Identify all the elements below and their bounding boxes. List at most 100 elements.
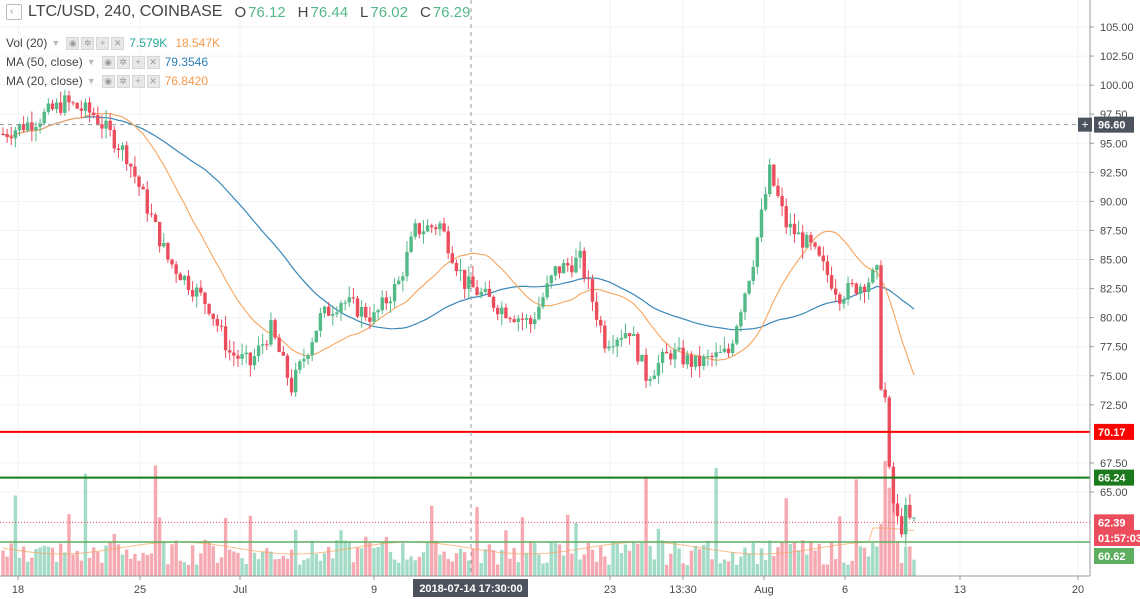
candle-body — [442, 223, 446, 232]
more-icon[interactable]: + — [131, 55, 145, 69]
volume-bar — [162, 541, 166, 576]
candle-body — [619, 337, 624, 340]
volume-bar — [244, 564, 248, 576]
more-icon[interactable]: + — [131, 74, 145, 88]
candle-body — [248, 352, 253, 366]
volume-bar — [302, 559, 306, 576]
volume-bar — [83, 473, 88, 576]
candle-body — [405, 251, 409, 277]
time-tick-label: 18 — [12, 584, 24, 596]
eye-icon[interactable]: ◉ — [101, 55, 115, 69]
candle-body — [673, 349, 677, 360]
close-icon[interactable]: ✕ — [146, 74, 160, 88]
candle-body — [566, 263, 570, 266]
close-icon[interactable]: ✕ — [111, 36, 125, 50]
resistance-price-label[interactable]: 70.17 — [1094, 423, 1134, 440]
chevron-down-icon[interactable]: ▼ — [51, 38, 61, 48]
volume-bar — [104, 545, 108, 576]
chevron-down-icon[interactable]: ▼ — [86, 57, 96, 67]
candle-body — [166, 242, 170, 260]
candle-body — [854, 283, 858, 294]
time-tick-label: 13:30 — [669, 584, 697, 596]
candle-body — [21, 124, 26, 131]
settings-icon[interactable]: ✲ — [81, 36, 95, 50]
volume-bar — [380, 542, 384, 576]
settings-icon[interactable]: ✲ — [116, 55, 130, 69]
volume-bar — [541, 563, 545, 576]
volume-bar — [586, 543, 591, 576]
volume-bar — [129, 558, 133, 576]
last-price-label-text: 62.39 — [1098, 517, 1126, 529]
candle-body — [339, 303, 343, 313]
candle-body — [788, 223, 793, 228]
candle-body — [392, 284, 397, 302]
countdown-label[interactable]: 01:57:03 — [1094, 530, 1140, 546]
candle-body — [182, 275, 187, 281]
candle-body — [743, 293, 747, 313]
volume-bar — [471, 548, 475, 576]
candle-body — [730, 343, 735, 354]
candle-body — [623, 333, 628, 338]
eye-icon[interactable]: ◉ — [66, 36, 80, 50]
price-tick-label: 92.50 — [1100, 167, 1128, 179]
candle-body — [178, 273, 182, 281]
candle-body — [611, 346, 615, 348]
volume-bar — [13, 495, 18, 576]
indicator-ma20-label: MA (20, close) — [6, 74, 83, 88]
candle-body — [537, 306, 541, 320]
volume-bar — [660, 540, 665, 576]
candle-body — [186, 275, 191, 291]
candle-body — [91, 112, 96, 116]
volume-bar — [483, 549, 487, 576]
support-price-label[interactable]: 66.24 — [1094, 469, 1134, 486]
indicator-ma50[interactable]: MA (50, close) ▼ ◉ ✲ + ✕ 79.3546 — [6, 53, 208, 71]
volume-bar — [5, 556, 9, 576]
candle-body — [277, 337, 281, 352]
volume-bar — [186, 564, 191, 576]
volume-bar — [553, 543, 558, 576]
candle-body — [582, 250, 586, 279]
candle-body — [599, 319, 603, 326]
candle-body — [157, 221, 162, 247]
close-icon[interactable]: ✕ — [146, 55, 160, 69]
settings-icon[interactable]: ✲ — [116, 74, 130, 88]
volume-bar — [838, 516, 842, 576]
volume-bar — [895, 541, 900, 576]
candle-body — [759, 209, 764, 238]
candle-body — [866, 282, 871, 292]
candle-body — [318, 313, 323, 331]
crosshair-price-label[interactable]: 96.60 — [1094, 116, 1134, 133]
last-price-label[interactable]: 62.39 — [1094, 514, 1134, 531]
volume-line-label[interactable]: 60.62 — [1094, 548, 1134, 564]
price-tick-label: 85.00 — [1100, 255, 1128, 267]
indicator-vol[interactable]: Vol (20) ▼ ◉ ✲ + ✕ 7.579K 18.547K — [6, 34, 220, 52]
candle-body — [467, 276, 471, 289]
volume-bar — [788, 543, 793, 576]
indicator-ma20[interactable]: MA (20, close) ▼ ◉ ✲ + ✕ 76.8420 — [6, 72, 208, 90]
volume-bar — [438, 554, 442, 576]
volume-bar — [784, 498, 788, 576]
candle-body — [763, 194, 768, 210]
collapse-icon[interactable]: ‹ — [6, 4, 22, 20]
candle-body — [273, 320, 277, 338]
volume-bar — [306, 558, 310, 576]
volume-bar — [722, 559, 727, 576]
volume-bar — [256, 559, 261, 576]
volume-bar — [190, 545, 195, 576]
candle-body — [685, 354, 689, 365]
candle-body — [430, 225, 434, 228]
chevron-down-icon[interactable]: ▼ — [86, 76, 96, 86]
volume-bar — [899, 562, 904, 576]
candle-body — [735, 326, 739, 344]
candle-body — [471, 276, 475, 288]
candle-body — [116, 148, 121, 151]
more-icon[interactable]: + — [96, 36, 110, 50]
candle-body — [813, 242, 817, 247]
volume-bar — [908, 546, 912, 576]
candle-body — [677, 347, 681, 350]
eye-icon[interactable]: ◉ — [101, 74, 115, 88]
add-alert-icon[interactable]: + — [1078, 118, 1092, 132]
volume-bar — [603, 556, 607, 576]
volume-bar — [310, 540, 314, 576]
